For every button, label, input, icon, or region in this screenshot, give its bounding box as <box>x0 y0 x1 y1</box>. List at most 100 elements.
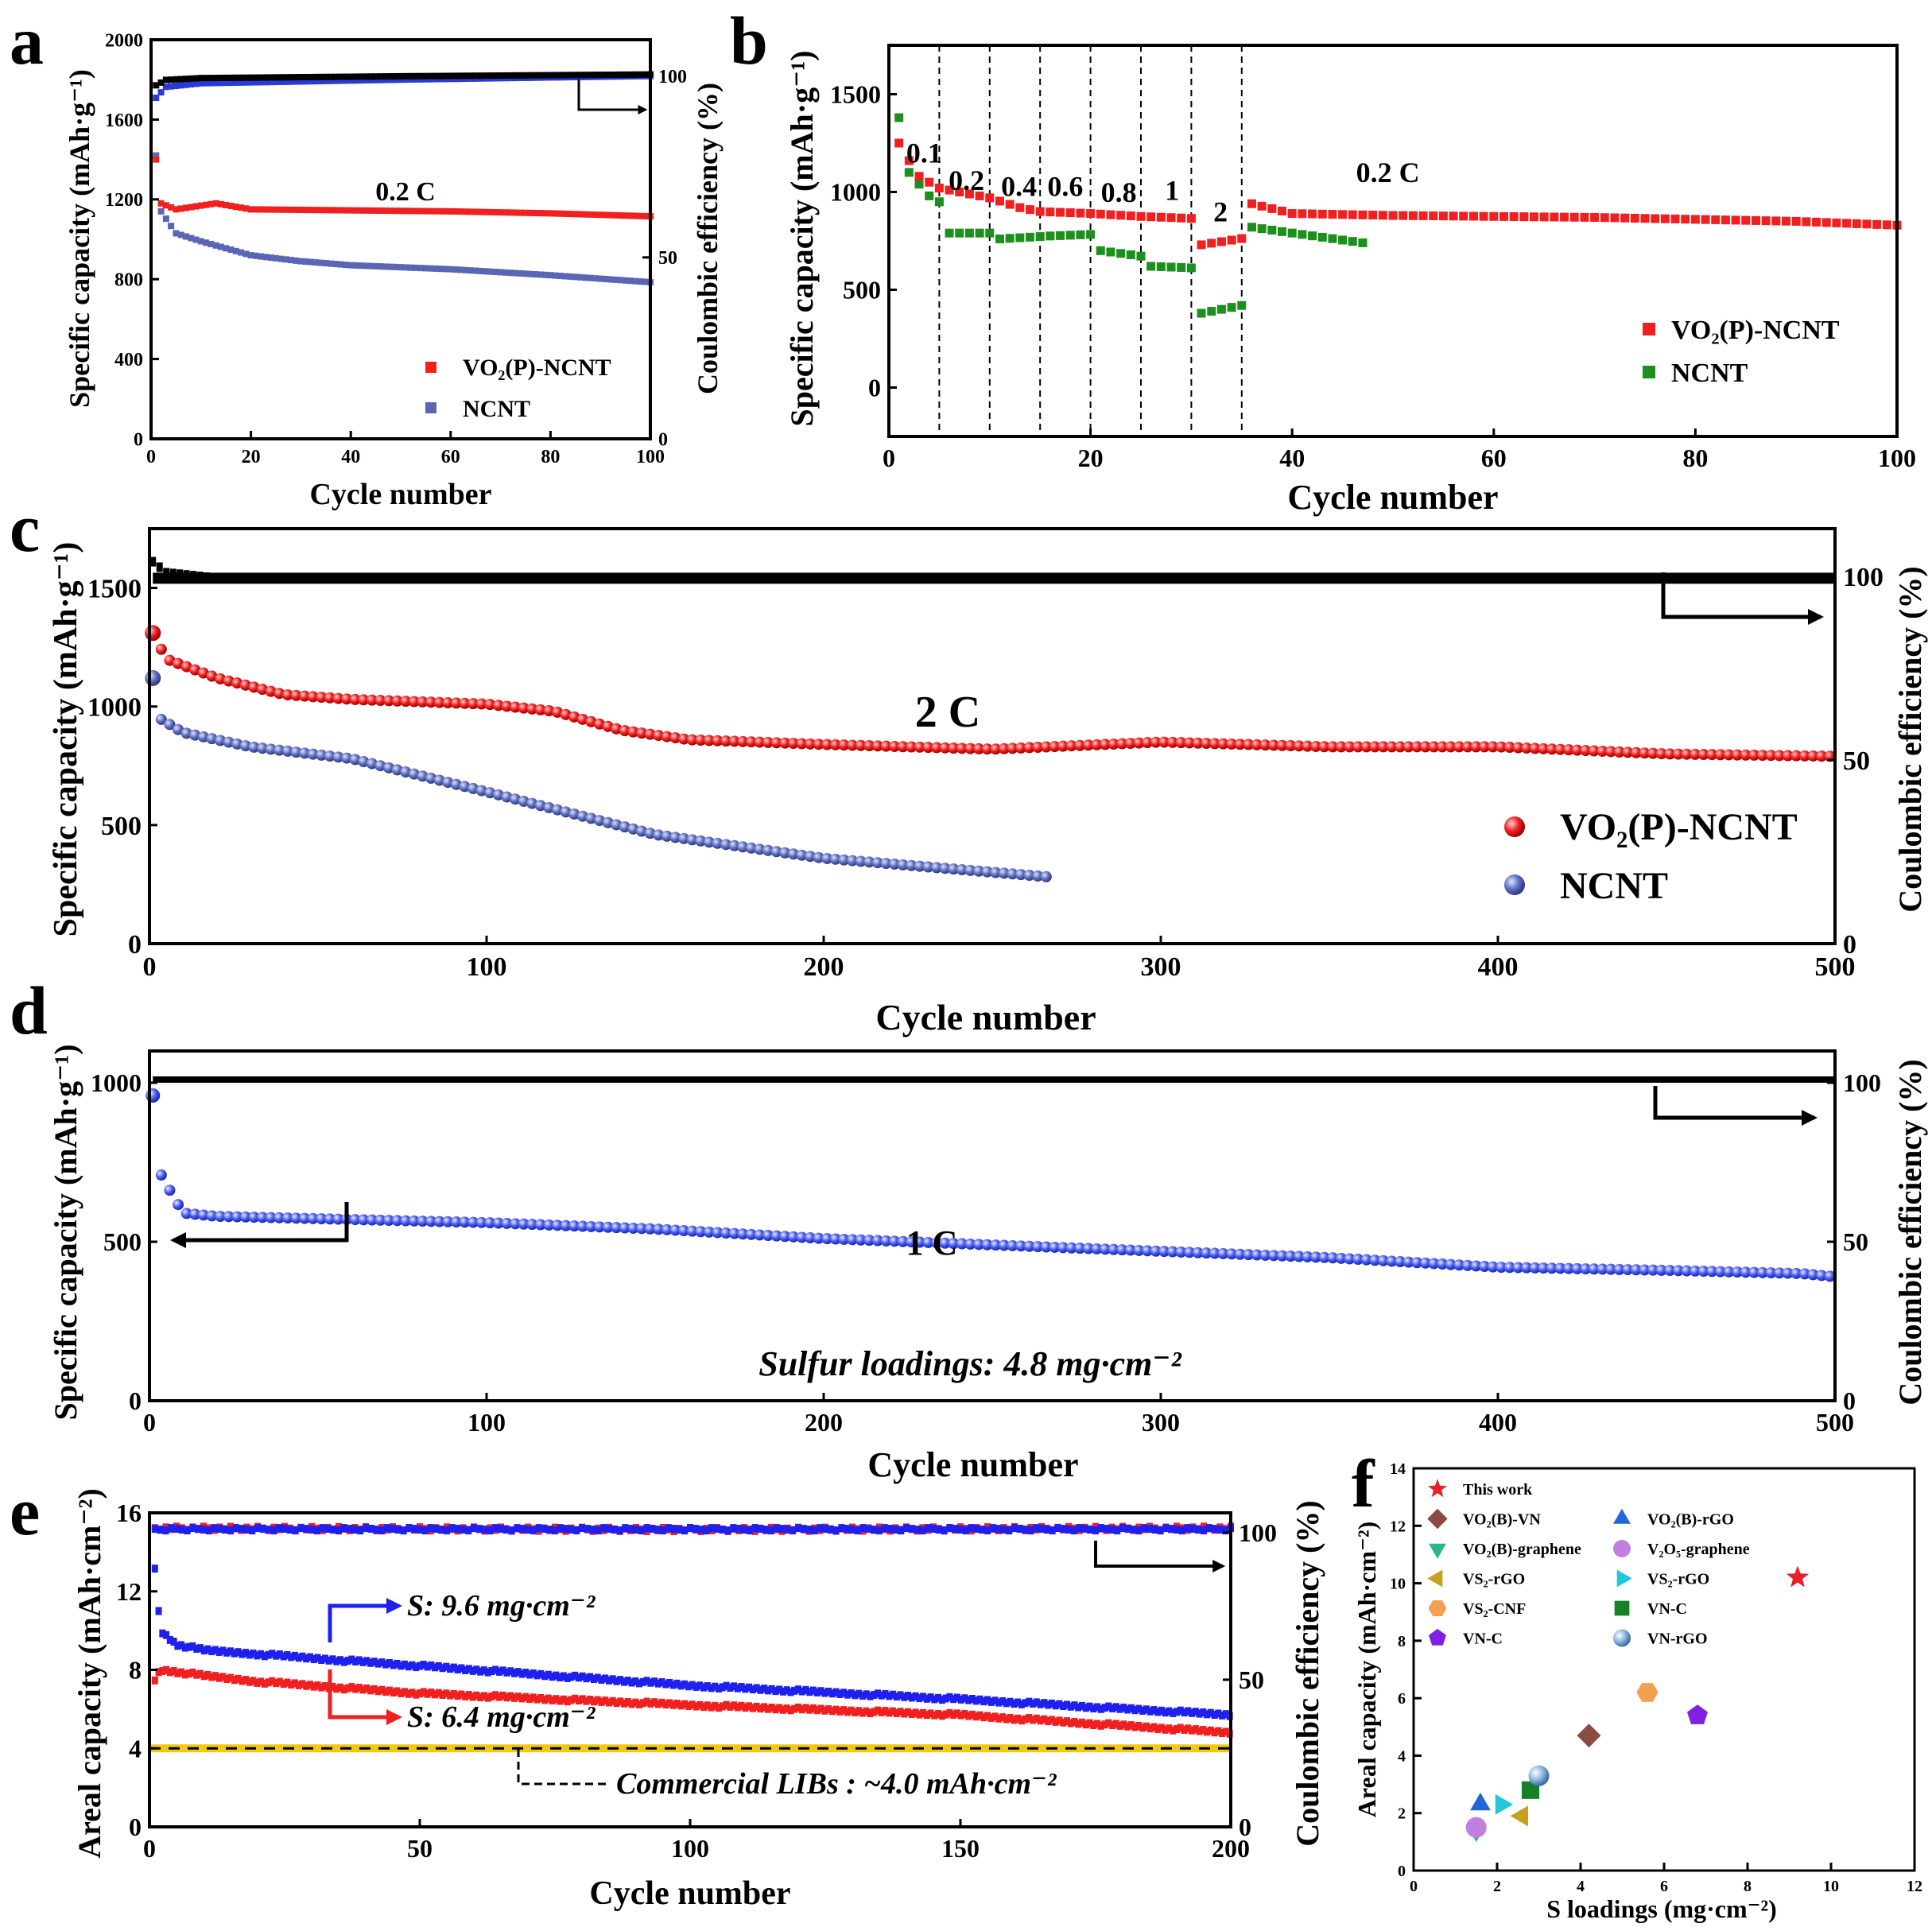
ce-point-vo2 <box>602 72 609 79</box>
capacity-point-ncnt <box>492 789 504 801</box>
capacity-point-s64 <box>613 1699 620 1708</box>
capacity-point <box>164 1185 176 1196</box>
capacity-point-vo2 <box>1487 741 1499 753</box>
capacity-point-vo2 <box>1226 738 1238 750</box>
capacity-point-vo2 <box>1005 200 1014 209</box>
capacity-point-vo2 <box>602 211 609 219</box>
capacity-point-s64 <box>1127 1721 1135 1730</box>
capacity-point <box>1655 1264 1667 1276</box>
capacity-point-s64 <box>836 1707 844 1716</box>
capacity-point <box>1124 1244 1136 1256</box>
capacity-point-s96 <box>215 1647 223 1656</box>
capacity-point <box>1285 1250 1297 1262</box>
capacity-point-s96 <box>170 1638 177 1646</box>
capacity-point <box>1352 1254 1364 1266</box>
capacity-point-vo2 <box>258 206 265 213</box>
capacity-point-s96 <box>991 1696 999 1705</box>
capacity-point-vo2 <box>1082 739 1094 751</box>
capacity-point-s96 <box>1063 1700 1070 1709</box>
capacity-point-vo2 <box>1529 743 1541 754</box>
capacity-point-s96 <box>533 1671 541 1680</box>
capacity-point-vo2 <box>906 741 918 753</box>
ce-point-s96 <box>865 1525 872 1534</box>
capacity-point-vo2 <box>925 177 934 187</box>
capacity-point-ncnt <box>450 778 462 790</box>
capacity-point-s64 <box>995 1714 1003 1723</box>
capacity-point-ncnt <box>1197 308 1206 318</box>
legend-label: This work <box>1463 1481 1533 1499</box>
capacity-point <box>391 1215 403 1227</box>
ce-point-s96 <box>741 1526 747 1534</box>
capacity-point <box>366 1214 378 1226</box>
capacity-point-vo2 <box>1056 207 1065 217</box>
rate-label: 0.6 <box>1047 170 1083 202</box>
capacity-point-ncnt <box>990 867 1002 878</box>
capacity-point-ncnt <box>527 270 534 277</box>
capacity-point-s96 <box>1022 1699 1029 1708</box>
ce-point-s96 <box>643 1524 650 1533</box>
capacity-point-vo2 <box>1096 209 1105 219</box>
capacity-point-s64 <box>583 1696 590 1705</box>
capacity-point-s64 <box>1185 1724 1192 1733</box>
capacity-point-s96 <box>382 1660 390 1669</box>
y2-tick-label: 100 <box>1239 1518 1277 1547</box>
panel-e-label-s96: S: 9.6 mg·cm⁻² <box>407 1589 596 1623</box>
capacity-point-vo2 <box>358 694 370 706</box>
capacity-point-vo2 <box>1408 211 1418 220</box>
capacity-point-vo2 <box>686 734 698 746</box>
capacity-point-s64 <box>1200 1725 1207 1734</box>
y-tick-label: 500 <box>101 812 142 841</box>
capacity-point-s64 <box>723 1700 730 1709</box>
capacity-point-ncnt <box>703 836 715 848</box>
capacity-point-s64 <box>946 1708 953 1717</box>
capacity-point-ncnt <box>462 266 469 273</box>
ce-point-s96 <box>762 1526 770 1534</box>
ce-point-vo2 <box>412 72 419 79</box>
capacity-point-vo2 <box>377 207 384 214</box>
capacity-point <box>906 1236 918 1248</box>
y-tick-label: 1500 <box>87 574 142 603</box>
capacity-point-s64 <box>844 1708 851 1716</box>
capacity-point-vo2 <box>1251 739 1263 750</box>
capacity-point-s96 <box>779 1687 786 1696</box>
capacity-point-s64 <box>738 1701 745 1710</box>
capacity-point <box>813 1232 824 1244</box>
capacity-point <box>1470 1260 1482 1272</box>
capacity-point-vo2 <box>1580 745 1592 757</box>
ce-point-s96 <box>336 1526 342 1535</box>
capacity-point <box>737 1228 749 1240</box>
ce-point-s96 <box>665 1524 672 1533</box>
capacity-point-s64 <box>953 1709 960 1718</box>
data-point <box>1687 1704 1708 1724</box>
capacity-point-ncnt <box>560 806 572 818</box>
capacity-point-s64 <box>984 1712 991 1720</box>
capacity-point-vo2 <box>1015 203 1025 212</box>
capacity-point-vo2 <box>1327 741 1339 753</box>
capacity-point-vo2 <box>1503 742 1515 754</box>
ce-point-s96 <box>1195 1526 1202 1534</box>
capacity-point-vo2 <box>1807 750 1819 762</box>
capacity-point-ncnt <box>532 271 539 278</box>
ce-point-s96 <box>227 1526 234 1535</box>
capacity-point-vo2 <box>281 689 293 701</box>
capacity-point-s64 <box>1094 1720 1101 1728</box>
capacity-point <box>1790 1267 1802 1279</box>
capacity-point-s64 <box>999 1713 1007 1722</box>
capacity-point-s64 <box>557 1696 564 1705</box>
x-tick-label: 6 <box>1660 1878 1668 1895</box>
capacity-point-ncnt <box>582 274 589 281</box>
capacity-point-s64 <box>692 1702 700 1711</box>
ce-point-s96 <box>1205 1524 1212 1533</box>
capacity-point <box>1681 1265 1693 1277</box>
capacity-point-vo2 <box>703 735 715 746</box>
capacity-point-vo2 <box>1377 741 1389 753</box>
capacity-point <box>855 1234 867 1246</box>
capacity-point-ncnt <box>1287 228 1297 238</box>
capacity-point <box>956 1238 968 1250</box>
capacity-point-vo2 <box>1298 209 1307 219</box>
capacity-point <box>1453 1259 1465 1271</box>
capacity-point-vo2 <box>1882 220 1891 230</box>
legend-label: VN-C <box>1463 1630 1503 1648</box>
capacity-point-s96 <box>549 1673 556 1681</box>
